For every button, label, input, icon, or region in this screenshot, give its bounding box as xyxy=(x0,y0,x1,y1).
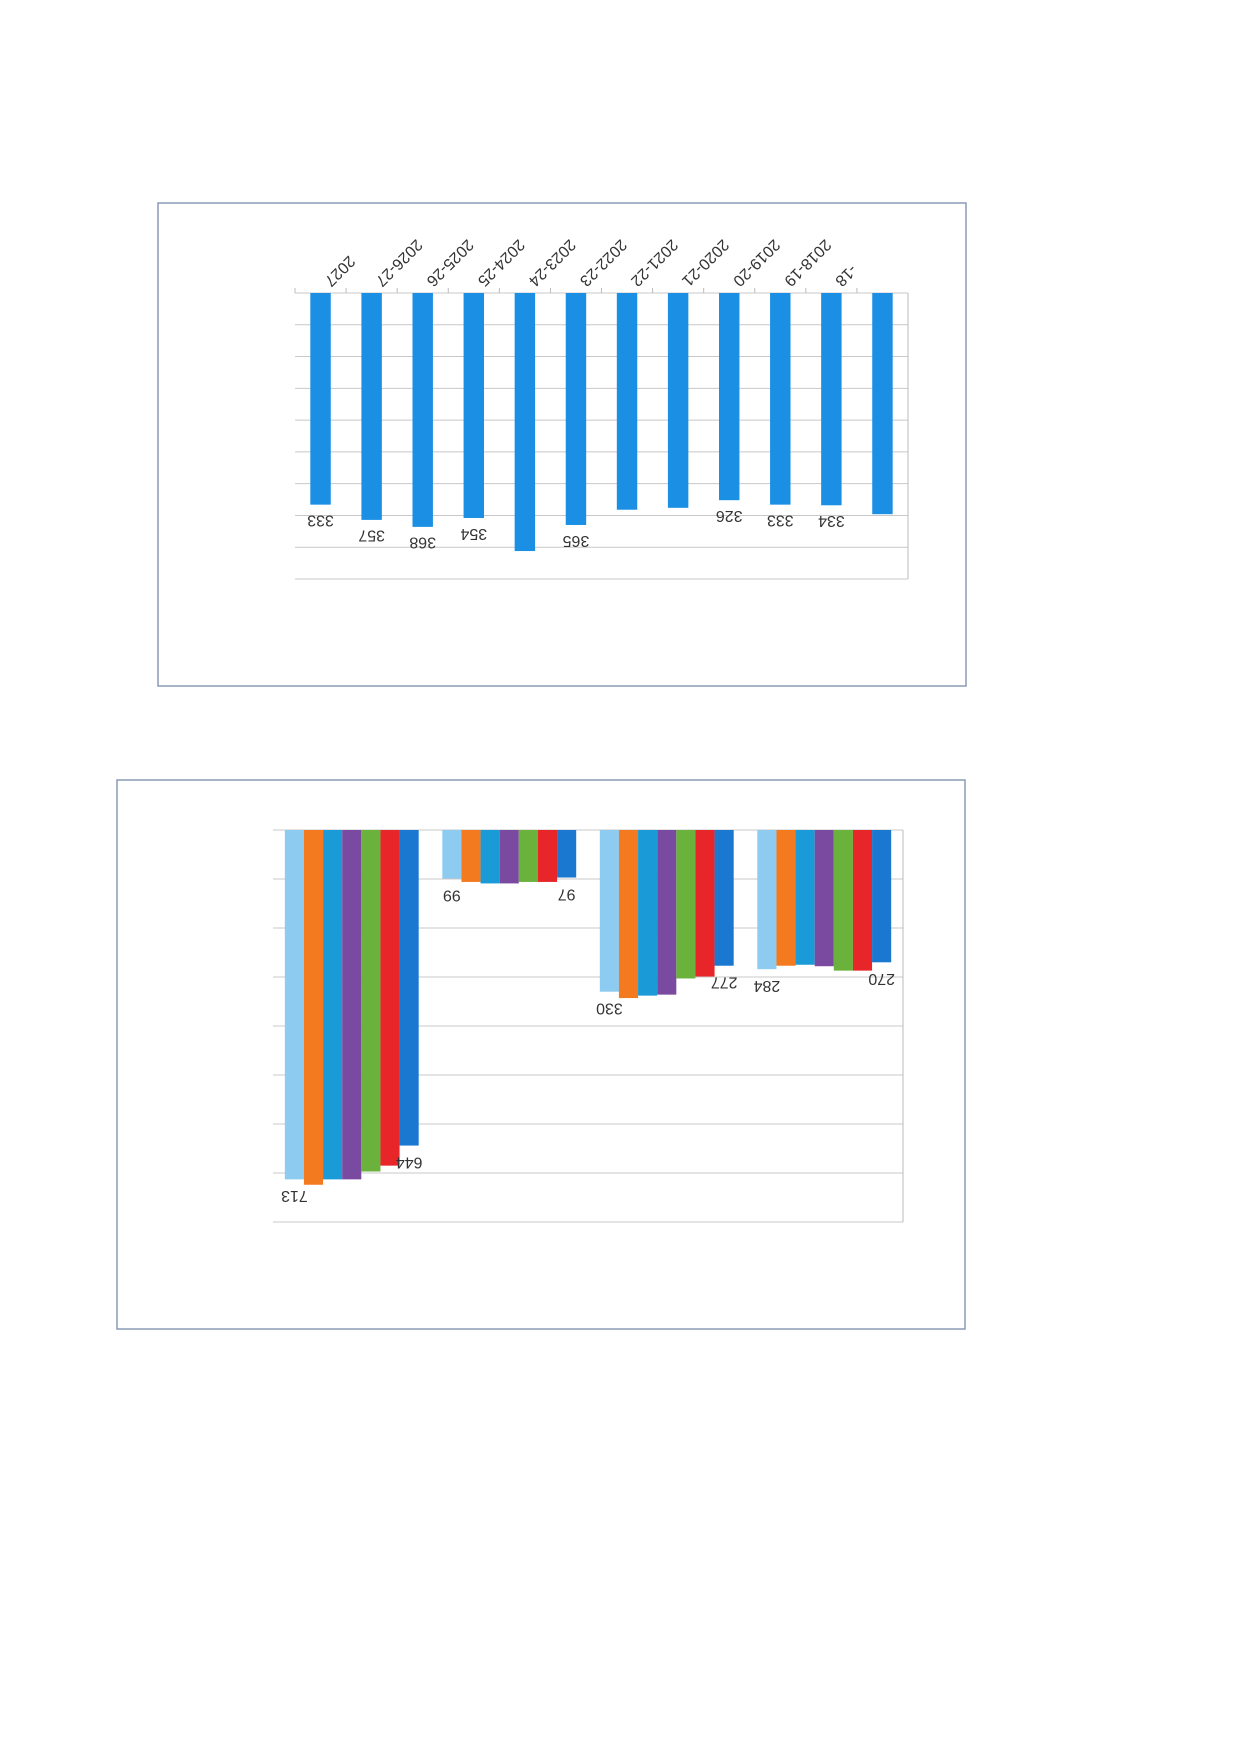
data-label: 357 xyxy=(358,527,385,544)
x-tick-label: 2026-27 xyxy=(372,236,426,290)
bar xyxy=(667,293,689,508)
x-tick-label: -18 xyxy=(831,261,859,289)
data-label: 365 xyxy=(563,532,590,549)
bar xyxy=(599,830,619,992)
data-label: 644 xyxy=(396,1153,423,1170)
x-tick-label: 2024-25 xyxy=(474,236,528,290)
data-label: 334 xyxy=(818,512,845,529)
chart-frame xyxy=(116,779,966,1330)
x-tick-label: 2020-21 xyxy=(678,236,732,290)
bar xyxy=(361,293,382,520)
bar xyxy=(714,830,734,966)
bar xyxy=(480,830,500,884)
data-label: 368 xyxy=(409,534,436,551)
bar xyxy=(537,830,558,882)
bar xyxy=(412,293,433,527)
x-tick-label: 2027 xyxy=(321,252,358,289)
bar xyxy=(695,830,715,977)
bar xyxy=(872,830,892,963)
data-label: 326 xyxy=(716,507,743,524)
bar xyxy=(872,293,893,515)
data-label: 284 xyxy=(753,977,780,994)
bar xyxy=(284,830,304,1180)
bar xyxy=(303,830,324,1185)
chart-frame xyxy=(157,202,967,687)
bar xyxy=(399,830,419,1146)
data-label: 99 xyxy=(443,886,461,903)
bar xyxy=(361,830,381,1172)
bar xyxy=(795,830,815,965)
data-label: 333 xyxy=(767,511,794,528)
data-label: 270 xyxy=(868,970,895,987)
bar xyxy=(676,830,696,979)
bar xyxy=(499,830,519,884)
data-label: 713 xyxy=(281,1187,308,1204)
bar xyxy=(833,830,853,971)
bar xyxy=(618,830,639,999)
data-label: 97 xyxy=(558,885,576,902)
x-tick-label: 2019-20 xyxy=(729,236,783,290)
bar xyxy=(461,830,481,882)
x-tick-label: 2022-23 xyxy=(576,236,630,290)
bar xyxy=(463,293,485,518)
bar xyxy=(852,830,873,971)
bar xyxy=(616,293,638,510)
bar xyxy=(657,830,677,995)
bar xyxy=(323,830,343,1180)
x-tick-label: 2018-19 xyxy=(780,236,834,290)
x-tick-label: 2025-26 xyxy=(423,236,477,290)
x-tick-label: 2021-22 xyxy=(627,236,681,290)
bar xyxy=(310,293,331,505)
data-label: 333 xyxy=(307,511,334,528)
bar xyxy=(557,830,577,878)
bar xyxy=(514,293,536,552)
bar xyxy=(342,830,362,1180)
bar xyxy=(776,830,796,966)
bar xyxy=(442,830,462,879)
x-tick-label: 2023-24 xyxy=(525,236,579,290)
bar xyxy=(814,830,834,967)
bar xyxy=(518,830,538,882)
data-label: 354 xyxy=(460,525,487,542)
bar xyxy=(565,293,587,525)
bar xyxy=(638,830,658,996)
data-label: 277 xyxy=(711,973,738,990)
bar xyxy=(821,293,842,506)
bar xyxy=(380,830,400,1166)
bar xyxy=(757,830,777,970)
data-label: 330 xyxy=(596,999,623,1016)
bar xyxy=(718,293,740,501)
bar xyxy=(770,293,791,505)
